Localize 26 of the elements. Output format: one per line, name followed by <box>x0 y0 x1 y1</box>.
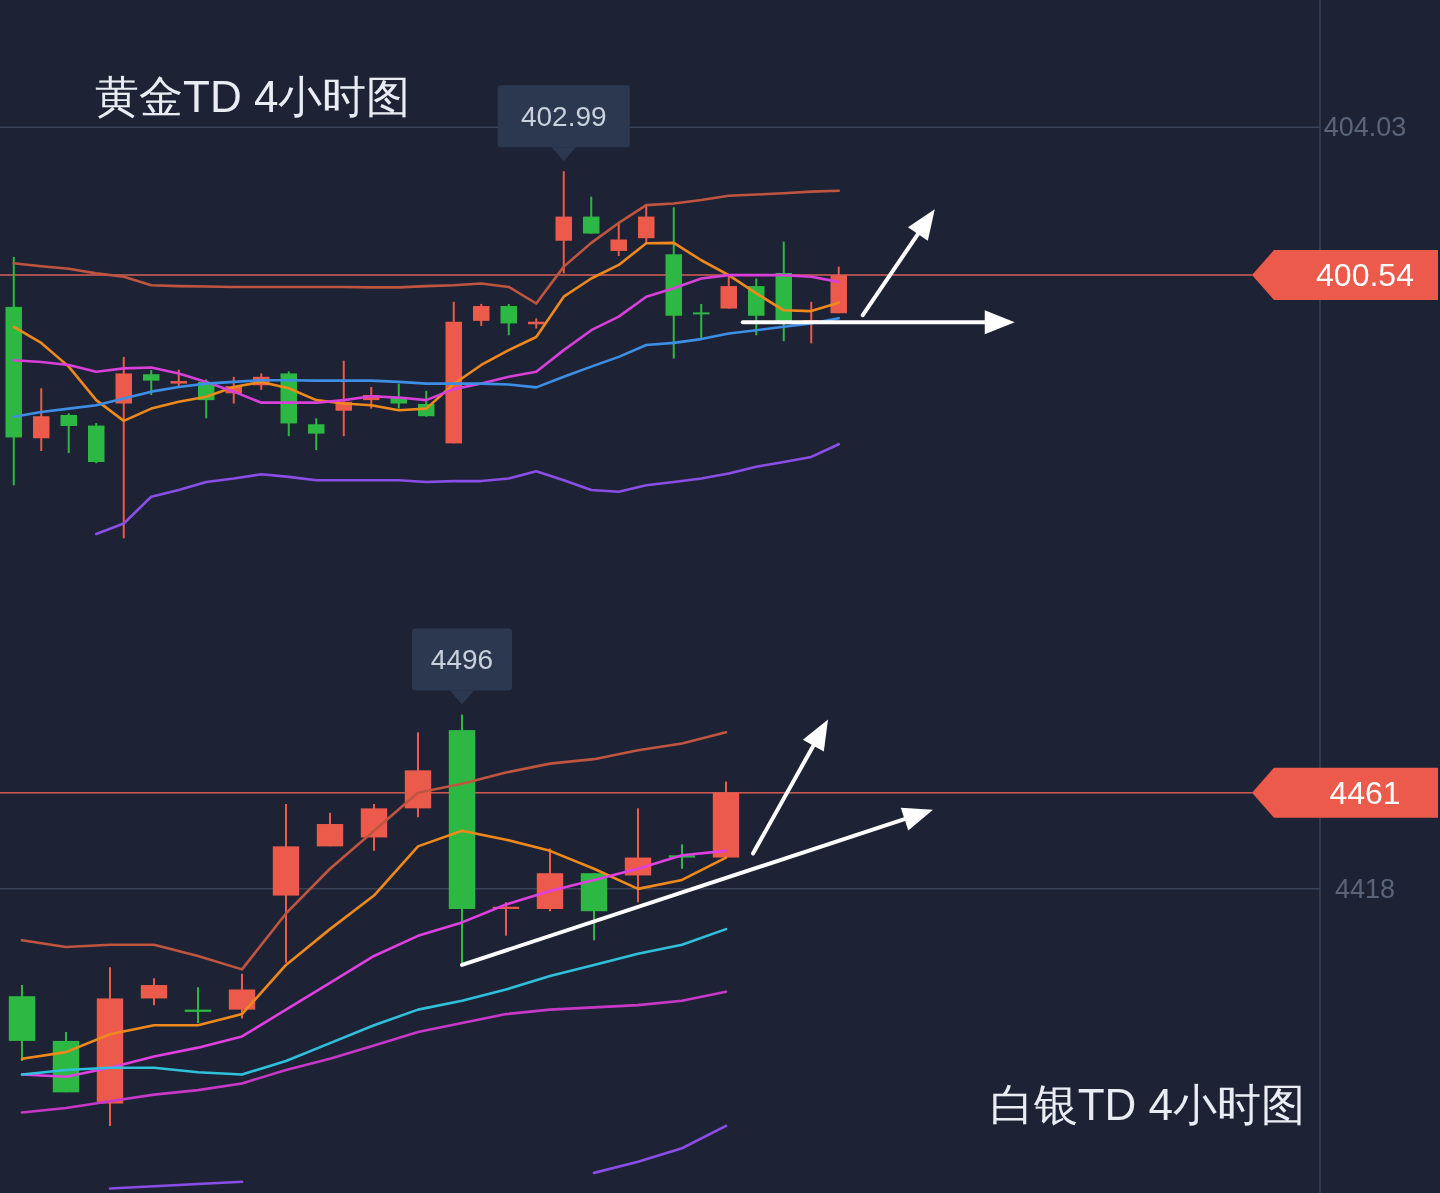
candlestick <box>473 302 490 327</box>
candlestick <box>143 369 160 397</box>
candlestick <box>610 221 627 258</box>
annotation: 4496 <box>430 643 494 675</box>
candlestick <box>583 195 600 235</box>
candlestick <box>308 417 325 452</box>
line-series <box>20 731 728 971</box>
line-series <box>12 189 841 305</box>
text: 白银TD 4小时图 <box>989 1080 1305 1129</box>
line-series <box>20 927 728 1076</box>
candlestick <box>720 273 737 310</box>
candlestick <box>33 387 50 452</box>
line-series <box>94 442 841 536</box>
y-tick-label: 400.54 <box>1316 257 1414 294</box>
y-tick-label: 4418 <box>1334 873 1396 904</box>
candlestick <box>693 302 710 340</box>
candlestick <box>60 412 77 455</box>
candlestick <box>500 302 517 337</box>
line-series <box>20 990 728 1114</box>
candlestick <box>638 205 655 245</box>
line-series <box>20 829 728 1061</box>
y-tick-label: 4461 <box>1329 774 1401 811</box>
line-series <box>12 317 841 418</box>
annotation: 402.99 <box>520 100 607 132</box>
text: 黄金TD 4小时图 <box>95 72 411 121</box>
y-tick-label: 404.03 <box>1323 112 1407 143</box>
